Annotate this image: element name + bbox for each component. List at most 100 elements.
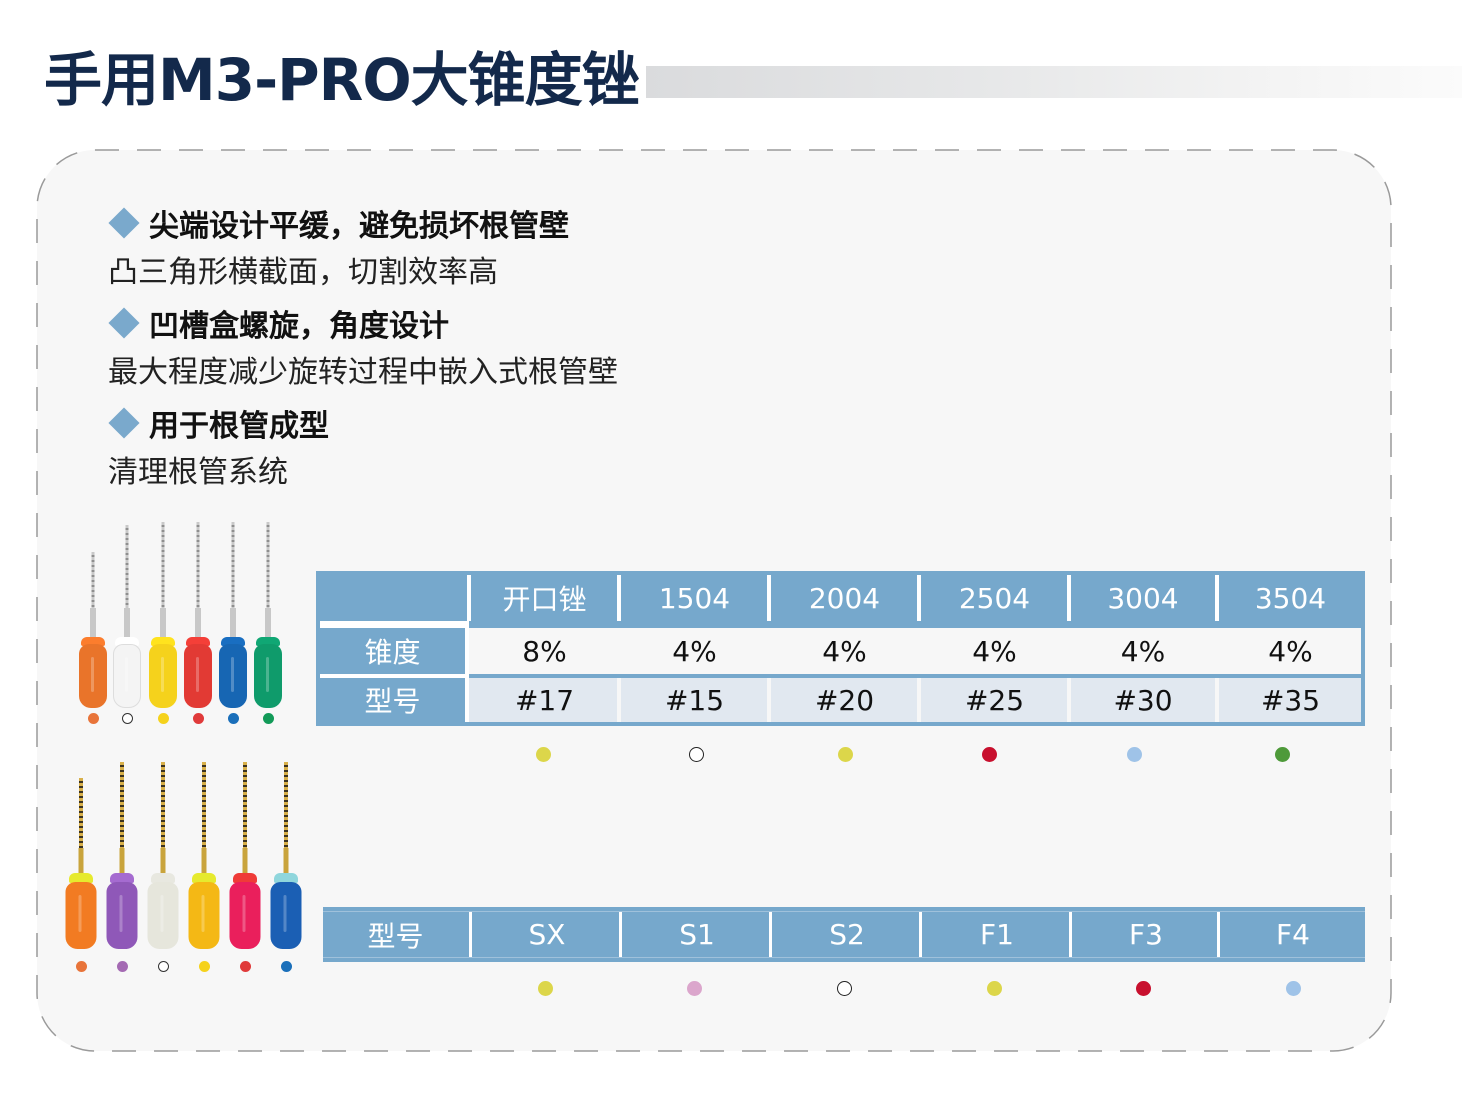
table-cell: 8% <box>522 634 567 668</box>
diamond-bullet-icon <box>108 207 140 239</box>
table-cell: #20 <box>814 683 875 717</box>
table-cell: #17 <box>514 683 575 717</box>
column-divider <box>767 678 771 722</box>
table-cell: F3 <box>1129 918 1163 951</box>
endo-file-icon <box>59 760 103 975</box>
color-code-dot <box>687 981 702 996</box>
column-divider <box>1067 575 1071 621</box>
color-code-dot <box>1127 747 1142 762</box>
table-header-cell: 3504 <box>1220 575 1361 621</box>
column-divider <box>1217 912 1220 957</box>
feature-heading: 凹槽盒螺旋，角度设计 <box>108 303 618 344</box>
column-divider <box>617 575 621 621</box>
endo-file-icon <box>178 520 218 730</box>
color-code-dot <box>1286 981 1301 996</box>
table-header-cell: 3004 <box>1072 575 1214 621</box>
card-dashed-border <box>36 149 1392 1052</box>
table-row-label: 锥度 <box>320 628 465 674</box>
feature-description: 凸三角形横截面，切割效率高 <box>108 255 498 290</box>
title-decoration-bar <box>646 66 1462 98</box>
feature-heading: 尖端设计平缓，避免损坏根管壁 <box>108 203 569 244</box>
table-cell: SX <box>528 918 566 951</box>
table-header-cell: 开口锉 <box>472 575 617 621</box>
endo-file-icon <box>107 520 147 730</box>
feature-1: 尖端设计平缓，避免损坏根管壁 凸三角形横截面，切割效率高 <box>108 203 569 293</box>
column-divider <box>1067 678 1071 722</box>
endo-file-icon <box>143 520 183 730</box>
feature-3: 用于根管成型 清理根管系统 <box>108 403 329 493</box>
feature-2: 凹槽盒螺旋，角度设计 最大程度减少旋转过程中嵌入式根管壁 <box>108 303 618 393</box>
column-divider <box>919 912 922 957</box>
column-divider <box>917 678 921 722</box>
color-swatch <box>240 961 251 972</box>
table-cell: 4% <box>1120 634 1166 668</box>
color-code-dot <box>1136 981 1151 996</box>
feature-description: 最大程度减少旋转过程中嵌入式根管壁 <box>108 355 618 390</box>
spec-table-2: 型号 SX S1 S2 F1 F3 F4 <box>323 907 1365 962</box>
row-divider <box>320 674 465 678</box>
table-cell: 4% <box>672 634 717 668</box>
color-swatch <box>122 713 133 724</box>
table-cell: F4 <box>1276 918 1310 951</box>
endo-file-icon <box>141 760 185 975</box>
color-code-dot <box>1275 747 1290 762</box>
color-swatch <box>158 961 169 972</box>
table-cell: 4% <box>822 634 867 668</box>
product-image-files-silver <box>70 520 300 730</box>
color-code-dot <box>982 747 997 762</box>
table-cell: #25 <box>964 683 1025 717</box>
column-divider <box>619 912 622 957</box>
color-swatch <box>117 961 128 972</box>
color-swatch <box>158 713 169 724</box>
column-divider <box>1215 678 1219 722</box>
column-divider <box>917 575 921 621</box>
column-divider <box>617 678 621 722</box>
endo-file-icon <box>213 520 253 730</box>
table-row-label: 型号 <box>320 678 465 722</box>
table-row-label: 型号 <box>367 919 424 953</box>
product-image-files-gold <box>58 760 308 975</box>
endo-file-icon <box>223 760 267 975</box>
color-swatch <box>76 961 87 972</box>
endo-file-icon <box>248 520 288 730</box>
table-cell: 4% <box>1268 634 1313 668</box>
table-cell: S1 <box>679 918 715 951</box>
color-swatch <box>88 713 99 724</box>
row-divider <box>320 621 465 628</box>
table-cell: S2 <box>829 918 865 951</box>
endo-file-icon <box>182 760 226 975</box>
color-code-dot <box>538 981 553 996</box>
column-divider <box>1069 912 1072 957</box>
color-swatch <box>263 713 274 724</box>
column-divider <box>769 912 772 957</box>
table-header-corner <box>320 575 465 621</box>
spec-table-1: 开口锉 1504 2004 2504 3004 3504 锥度 8% 4% 4% 4% 4% 4% 型号 #… <box>316 571 1365 726</box>
table-header-cell: 2504 <box>922 575 1067 621</box>
color-swatch <box>193 713 204 724</box>
table-cell: #35 <box>1260 683 1321 717</box>
table-header-cell: 1504 <box>622 575 767 621</box>
column-divider <box>767 575 771 621</box>
feature-heading-text: 用于根管成型 <box>149 409 329 444</box>
feature-description: 清理根管系统 <box>108 455 288 490</box>
color-code-dot <box>536 747 551 762</box>
column-divider <box>467 575 471 621</box>
page-title: 手用M3-PRO大锥度锉 <box>44 46 640 114</box>
diamond-bullet-icon <box>108 307 140 339</box>
table-cell: 4% <box>972 634 1017 668</box>
feature-heading-text: 凹槽盒螺旋，角度设计 <box>149 309 449 344</box>
color-swatch <box>228 713 239 724</box>
endo-file-icon <box>100 760 144 975</box>
color-code-dot <box>837 981 852 996</box>
table-row <box>469 628 1361 674</box>
column-divider <box>465 621 469 722</box>
diamond-bullet-icon <box>108 407 140 439</box>
color-code-dot <box>987 981 1002 996</box>
feature-heading-text: 尖端设计平缓，避免损坏根管壁 <box>149 209 569 244</box>
color-swatch <box>281 961 292 972</box>
column-divider <box>1215 575 1219 621</box>
color-code-dot <box>689 747 704 762</box>
table-cell: #15 <box>664 683 725 717</box>
endo-file-icon <box>73 520 113 730</box>
feature-heading: 用于根管成型 <box>108 403 329 444</box>
